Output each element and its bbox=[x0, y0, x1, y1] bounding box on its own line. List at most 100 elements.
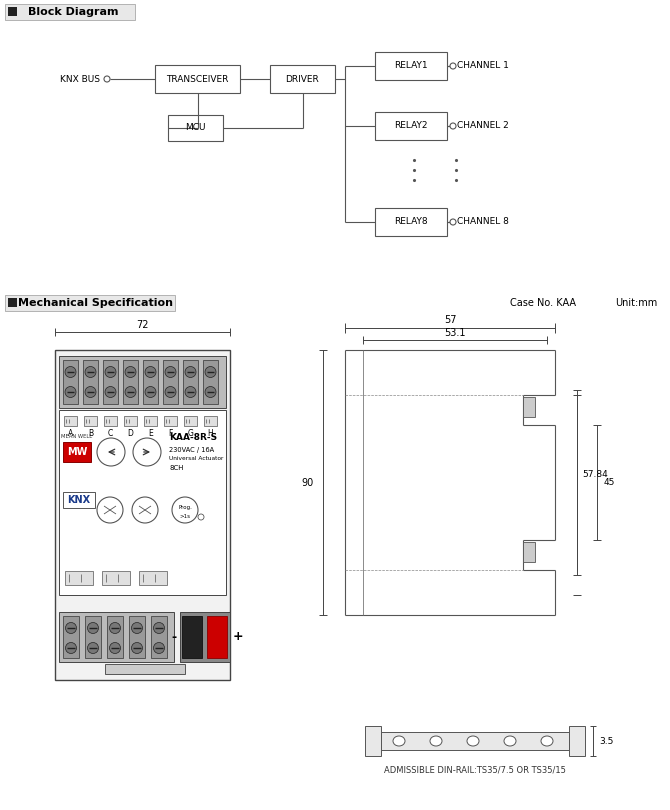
Circle shape bbox=[85, 386, 96, 398]
Bar bbox=[203, 360, 218, 404]
Bar bbox=[65, 571, 93, 585]
Bar bbox=[84, 416, 97, 426]
Text: 72: 72 bbox=[136, 320, 149, 330]
Circle shape bbox=[125, 366, 136, 377]
Bar bbox=[163, 360, 178, 404]
Bar bbox=[375, 208, 447, 236]
Circle shape bbox=[165, 386, 176, 398]
Bar bbox=[63, 492, 95, 508]
Bar bbox=[207, 616, 227, 658]
Bar bbox=[143, 360, 158, 404]
Circle shape bbox=[88, 623, 98, 633]
Circle shape bbox=[153, 642, 165, 654]
Circle shape bbox=[198, 514, 204, 520]
Circle shape bbox=[185, 366, 196, 377]
Text: MEAN WELL: MEAN WELL bbox=[62, 434, 92, 440]
Bar bbox=[124, 416, 137, 426]
Bar bbox=[144, 416, 157, 426]
Bar bbox=[155, 65, 240, 93]
Text: -: - bbox=[172, 630, 177, 643]
Ellipse shape bbox=[393, 736, 405, 746]
Circle shape bbox=[104, 76, 110, 82]
Bar bbox=[105, 664, 185, 674]
Circle shape bbox=[105, 366, 116, 377]
Text: Prog.: Prog. bbox=[178, 505, 192, 510]
Bar bbox=[139, 571, 167, 585]
Circle shape bbox=[97, 438, 125, 466]
Bar bbox=[164, 416, 177, 426]
Text: Case No. KAA: Case No. KAA bbox=[510, 298, 576, 308]
Bar bbox=[381, 732, 569, 750]
Text: TRANSCEIVER: TRANSCEIVER bbox=[166, 75, 228, 83]
Bar bbox=[180, 612, 230, 662]
Bar bbox=[5, 295, 175, 311]
Text: 57.84: 57.84 bbox=[582, 470, 608, 479]
Text: Universal Actuator: Universal Actuator bbox=[169, 457, 223, 462]
Bar bbox=[375, 112, 447, 140]
Text: DRIVER: DRIVER bbox=[285, 75, 320, 83]
Bar bbox=[83, 360, 98, 404]
Circle shape bbox=[450, 123, 456, 129]
Circle shape bbox=[165, 366, 176, 377]
Bar bbox=[59, 612, 174, 662]
Bar bbox=[103, 360, 118, 404]
Text: RELAY8: RELAY8 bbox=[394, 218, 428, 227]
Text: RELAY2: RELAY2 bbox=[394, 122, 427, 130]
Circle shape bbox=[131, 623, 143, 633]
Circle shape bbox=[145, 366, 156, 377]
Bar bbox=[123, 360, 138, 404]
Text: B: B bbox=[88, 429, 93, 438]
Bar bbox=[104, 416, 117, 426]
Text: CHANNEL 1: CHANNEL 1 bbox=[457, 62, 509, 70]
Circle shape bbox=[205, 366, 216, 377]
Bar bbox=[55, 350, 230, 680]
Bar bbox=[569, 726, 585, 756]
Text: 57: 57 bbox=[444, 315, 456, 325]
Text: CHANNEL 2: CHANNEL 2 bbox=[457, 122, 509, 130]
Circle shape bbox=[125, 386, 136, 398]
Text: RELAY1: RELAY1 bbox=[394, 62, 428, 70]
Text: D: D bbox=[127, 429, 133, 438]
Bar bbox=[375, 52, 447, 80]
Text: CHANNEL 8: CHANNEL 8 bbox=[457, 218, 509, 227]
Circle shape bbox=[97, 497, 123, 523]
Text: ADMISSIBLE DIN-RAIL:TS35/7.5 OR TS35/15: ADMISSIBLE DIN-RAIL:TS35/7.5 OR TS35/15 bbox=[384, 765, 566, 774]
Text: G: G bbox=[188, 429, 194, 438]
Bar bbox=[5, 4, 135, 20]
Circle shape bbox=[65, 386, 76, 398]
Ellipse shape bbox=[467, 736, 479, 746]
Circle shape bbox=[88, 642, 98, 654]
Text: 230VAC / 16A: 230VAC / 16A bbox=[169, 447, 214, 453]
Bar bbox=[184, 416, 197, 426]
Bar bbox=[64, 416, 77, 426]
Text: C: C bbox=[108, 429, 113, 438]
Bar bbox=[183, 360, 198, 404]
Bar bbox=[63, 616, 79, 658]
Text: MW: MW bbox=[67, 447, 87, 457]
Text: F: F bbox=[168, 429, 173, 438]
Circle shape bbox=[131, 642, 143, 654]
Bar bbox=[204, 416, 217, 426]
Bar bbox=[63, 442, 91, 462]
Bar bbox=[270, 65, 335, 93]
Text: 45: 45 bbox=[603, 478, 614, 487]
Text: 8CH: 8CH bbox=[169, 465, 184, 471]
Bar bbox=[523, 542, 535, 562]
Circle shape bbox=[153, 623, 165, 633]
Circle shape bbox=[109, 642, 121, 654]
Circle shape bbox=[66, 642, 76, 654]
Bar bbox=[365, 726, 381, 756]
Text: >1s: >1s bbox=[180, 514, 190, 518]
Circle shape bbox=[185, 386, 196, 398]
Circle shape bbox=[205, 386, 216, 398]
Text: A: A bbox=[68, 429, 73, 438]
Ellipse shape bbox=[430, 736, 442, 746]
Bar bbox=[8, 298, 17, 307]
Circle shape bbox=[66, 623, 76, 633]
Bar bbox=[59, 356, 226, 408]
Circle shape bbox=[172, 497, 198, 523]
Text: KNX BUS: KNX BUS bbox=[60, 75, 100, 83]
Text: +: + bbox=[232, 630, 243, 643]
Bar bbox=[59, 410, 226, 595]
Bar bbox=[107, 616, 123, 658]
